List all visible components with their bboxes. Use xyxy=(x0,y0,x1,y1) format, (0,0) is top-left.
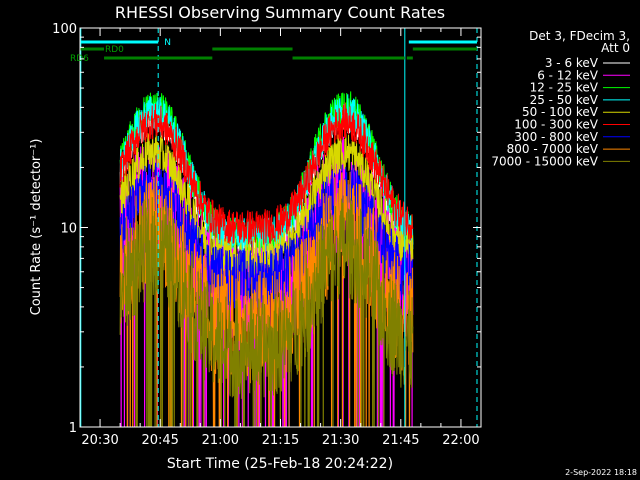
x-tick-label-4: 21:30 xyxy=(322,433,359,448)
x-tick-label-6: 22:00 xyxy=(442,433,479,448)
legend-label-3: 25 - 50 keV xyxy=(530,93,599,107)
x-tick-label-1: 20:45 xyxy=(141,433,178,448)
legend-label-0: 3 - 6 keV xyxy=(545,56,599,70)
series-line-6 xyxy=(119,162,414,310)
footer-date: 2-Sep-2022 18:18 xyxy=(565,468,637,477)
marker-layer: N RD0 xyxy=(80,28,478,427)
x-tick-label-5: 21:45 xyxy=(382,433,419,448)
x-axis-label: Start Time (25-Feb-18 20:24:22) xyxy=(167,456,393,472)
x-tick-label-2: 21:00 xyxy=(202,433,239,448)
x-tick-label-3: 21:15 xyxy=(262,433,299,448)
rd0-label: RD0 xyxy=(105,45,124,55)
y-axis-label: Count Rate (s⁻¹ detector⁻¹) xyxy=(29,139,44,316)
legend-header-line2: Att 0 xyxy=(601,41,630,55)
series-line-5 xyxy=(119,101,414,245)
night-label: N xyxy=(164,38,171,48)
x-tick-label-0: 20:30 xyxy=(81,433,118,448)
y-tick-label-2: 100 xyxy=(52,22,77,37)
series-layer xyxy=(119,91,414,427)
series-line-8 xyxy=(119,197,414,427)
legend-label-8: 7000 - 15000 keV xyxy=(491,154,598,168)
legend-label-6: 300 - 800 keV xyxy=(514,130,598,144)
legend-label-2: 12 - 25 keV xyxy=(530,81,599,95)
legend-label-7: 800 - 7000 keV xyxy=(507,142,599,156)
legend-label-4: 50 - 100 keV xyxy=(522,105,599,119)
chart-title: RHESSI Observing Summary Count Rates xyxy=(115,3,445,22)
rd6-label: RD6 xyxy=(70,54,89,64)
legend-label-5: 100 - 300 keV xyxy=(514,118,598,132)
legend-header-line1: Det 3, FDecim 3, xyxy=(529,29,630,43)
legend-label-1: 6 - 12 keV xyxy=(537,68,599,82)
y-tick-label-0: 1 xyxy=(69,421,77,436)
y-tick-label-1: 10 xyxy=(60,222,77,237)
tick-layer: RD6 20:30 20:45 21:00 21:15 21:30 21:45 22:00 1 1… xyxy=(52,22,482,448)
